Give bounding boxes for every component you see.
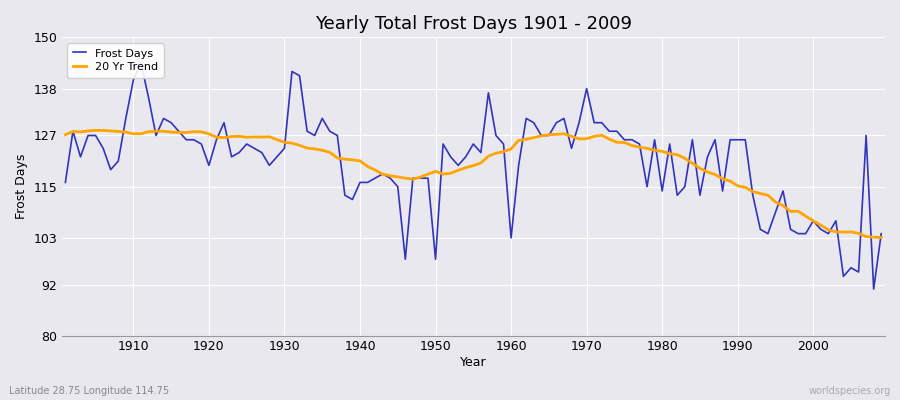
X-axis label: Year: Year xyxy=(460,356,487,369)
Frost Days xyxy=(60,180,71,185)
Frost Days xyxy=(604,129,615,134)
Frost Days xyxy=(136,60,147,65)
20 Yr Trend xyxy=(876,235,886,240)
Frost Days xyxy=(513,163,524,168)
Frost Days xyxy=(121,116,131,121)
Frost Days xyxy=(876,231,886,236)
20 Yr Trend xyxy=(506,146,517,151)
20 Yr Trend xyxy=(339,157,350,162)
Frost Days xyxy=(868,287,879,292)
20 Yr Trend xyxy=(294,143,305,148)
20 Yr Trend xyxy=(513,138,524,143)
Frost Days xyxy=(294,73,305,78)
Line: 20 Yr Trend: 20 Yr Trend xyxy=(66,130,881,238)
Frost Days xyxy=(506,236,517,240)
Text: worldspecies.org: worldspecies.org xyxy=(809,386,891,396)
Line: Frost Days: Frost Days xyxy=(66,63,881,289)
20 Yr Trend xyxy=(128,131,139,136)
20 Yr Trend xyxy=(90,128,101,133)
Title: Yearly Total Frost Days 1901 - 2009: Yearly Total Frost Days 1901 - 2009 xyxy=(315,15,632,33)
Y-axis label: Frost Days: Frost Days xyxy=(15,154,28,219)
Frost Days xyxy=(339,193,350,198)
Text: Latitude 28.75 Longitude 114.75: Latitude 28.75 Longitude 114.75 xyxy=(9,386,169,396)
20 Yr Trend xyxy=(604,137,615,142)
20 Yr Trend xyxy=(60,132,71,137)
Legend: Frost Days, 20 Yr Trend: Frost Days, 20 Yr Trend xyxy=(68,43,164,78)
